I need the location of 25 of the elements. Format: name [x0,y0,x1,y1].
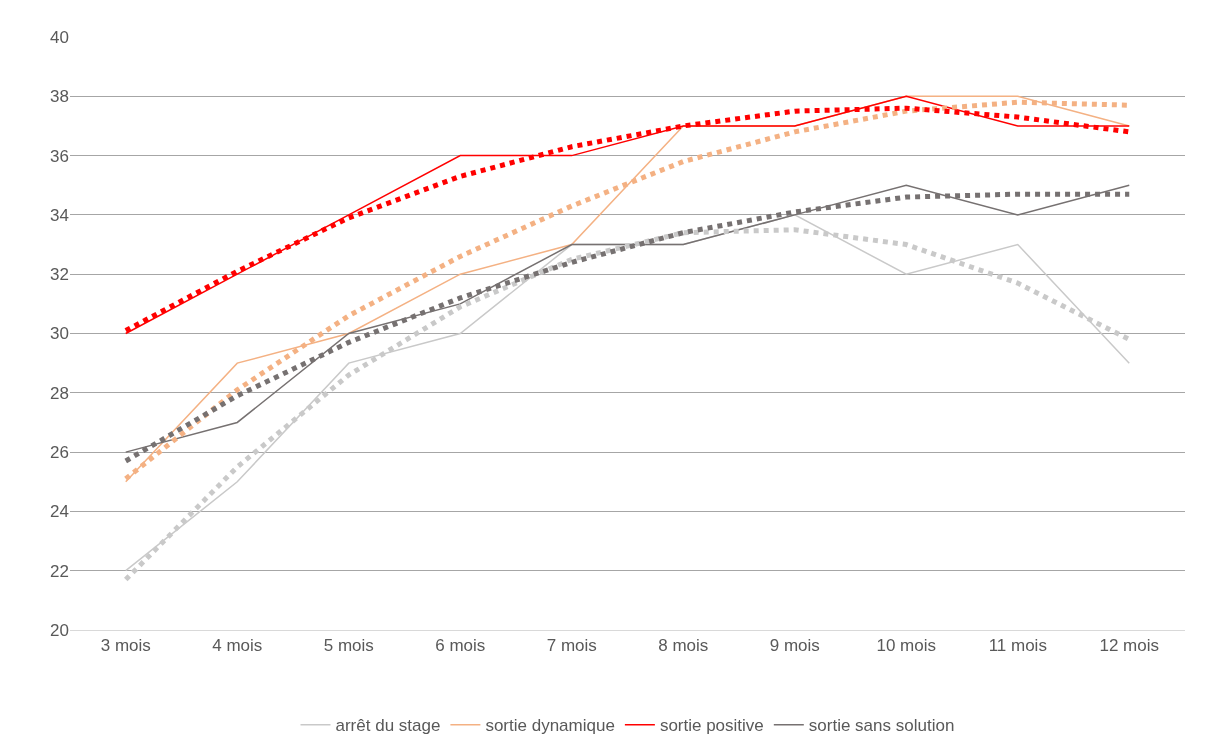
y-tick-label: 36 [50,146,69,166]
y-tick-label: 20 [50,620,69,640]
y-tick-label: 38 [50,87,69,107]
y-tick-label: 22 [50,561,69,581]
y-tick-label: 30 [50,324,69,344]
x-tick-label: 4 mois [212,636,263,656]
x-tick-label: 8 mois [658,636,709,656]
y-tick-label: 24 [50,502,69,522]
y-tick-label: 40 [50,27,69,47]
x-tick-label: 3 mois [100,636,151,656]
x-tick-label: 7 mois [546,636,597,656]
legend-label: sortie sans solution [808,716,955,736]
x-tick-label: 5 mois [323,636,374,656]
legend-label: sortie positive [659,716,764,736]
x-tick-label: 11 mois [988,636,1047,656]
x-tick-label: 9 mois [769,636,820,656]
legend-label: sortie dynamique [485,716,615,736]
x-tick-label: 6 mois [435,636,486,656]
y-tick-label: 32 [50,265,69,285]
y-tick-label: 34 [50,205,69,225]
x-tick-label: 12 mois [1099,636,1160,656]
legend-label: arrêt du stage [335,716,441,736]
y-tick-label: 28 [50,383,69,403]
y-tick-label: 26 [50,443,69,463]
x-tick-label: 10 mois [876,636,937,656]
